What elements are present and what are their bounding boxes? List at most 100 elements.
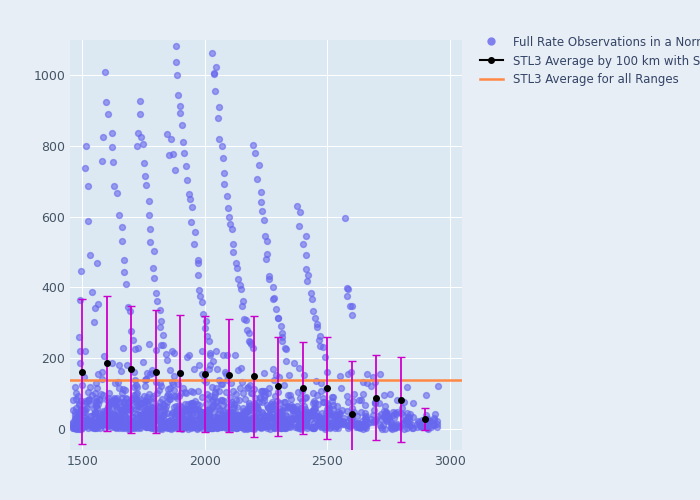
Full Rate Observations in a Normal Point xyxy=(273,373,284,381)
Full Rate Observations in a Normal Point xyxy=(125,422,136,430)
Full Rate Observations in a Normal Point xyxy=(208,424,219,432)
Full Rate Observations in a Normal Point xyxy=(305,290,316,298)
Full Rate Observations in a Normal Point xyxy=(212,114,223,122)
Full Rate Observations in a Normal Point xyxy=(153,410,164,418)
Full Rate Observations in a Normal Point xyxy=(231,424,242,432)
Full Rate Observations in a Normal Point xyxy=(242,416,253,424)
Full Rate Observations in a Normal Point xyxy=(270,422,281,430)
Full Rate Observations in a Normal Point xyxy=(307,410,318,418)
Full Rate Observations in a Normal Point xyxy=(234,414,245,422)
Full Rate Observations in a Normal Point xyxy=(94,396,106,404)
Full Rate Observations in a Normal Point xyxy=(202,394,214,402)
Full Rate Observations in a Normal Point xyxy=(177,407,188,415)
Full Rate Observations in a Normal Point xyxy=(210,384,221,392)
Full Rate Observations in a Normal Point xyxy=(173,411,184,419)
Full Rate Observations in a Normal Point xyxy=(213,414,224,422)
Full Rate Observations in a Normal Point xyxy=(235,418,246,426)
Full Rate Observations in a Normal Point xyxy=(256,208,267,216)
Full Rate Observations in a Normal Point xyxy=(332,424,344,432)
Full Rate Observations in a Normal Point xyxy=(188,422,199,430)
Full Rate Observations in a Normal Point xyxy=(374,370,386,378)
Full Rate Observations in a Normal Point xyxy=(106,420,117,428)
Full Rate Observations in a Normal Point xyxy=(243,399,254,407)
Full Rate Observations in a Normal Point xyxy=(331,419,342,427)
Full Rate Observations in a Normal Point xyxy=(158,424,169,432)
Full Rate Observations in a Normal Point xyxy=(231,396,242,404)
Full Rate Observations in a Normal Point xyxy=(102,410,113,418)
Full Rate Observations in a Normal Point xyxy=(194,361,205,369)
Full Rate Observations in a Normal Point xyxy=(155,341,167,349)
Full Rate Observations in a Normal Point xyxy=(90,408,101,416)
Full Rate Observations in a Normal Point xyxy=(254,392,265,400)
Full Rate Observations in a Normal Point xyxy=(150,346,162,354)
Full Rate Observations in a Normal Point xyxy=(321,385,332,393)
Full Rate Observations in a Normal Point xyxy=(421,418,433,426)
Full Rate Observations in a Normal Point xyxy=(181,419,192,427)
Full Rate Observations in a Normal Point xyxy=(234,419,246,427)
Full Rate Observations in a Normal Point xyxy=(106,419,118,427)
Full Rate Observations in a Normal Point xyxy=(144,422,155,430)
Full Rate Observations in a Normal Point xyxy=(130,398,141,406)
Full Rate Observations in a Normal Point xyxy=(295,407,307,415)
Full Rate Observations in a Normal Point xyxy=(141,416,153,424)
Full Rate Observations in a Normal Point xyxy=(167,378,178,386)
Full Rate Observations in a Normal Point xyxy=(76,416,88,424)
Full Rate Observations in a Normal Point xyxy=(116,390,127,398)
Full Rate Observations in a Normal Point xyxy=(269,424,280,432)
Full Rate Observations in a Normal Point xyxy=(170,418,181,426)
Full Rate Observations in a Normal Point xyxy=(246,417,258,425)
Full Rate Observations in a Normal Point xyxy=(429,410,440,418)
Full Rate Observations in a Normal Point xyxy=(281,416,293,424)
Full Rate Observations in a Normal Point xyxy=(139,420,150,428)
Full Rate Observations in a Normal Point xyxy=(131,410,142,418)
Full Rate Observations in a Normal Point xyxy=(179,400,190,408)
Full Rate Observations in a Normal Point xyxy=(204,422,216,430)
Full Rate Observations in a Normal Point xyxy=(84,420,95,428)
Full Rate Observations in a Normal Point xyxy=(161,421,172,429)
Full Rate Observations in a Normal Point xyxy=(90,394,101,402)
Full Rate Observations in a Normal Point xyxy=(148,264,159,272)
Full Rate Observations in a Normal Point xyxy=(161,409,172,417)
Full Rate Observations in a Normal Point xyxy=(356,396,367,404)
Full Rate Observations in a Normal Point xyxy=(249,394,260,402)
Full Rate Observations in a Normal Point xyxy=(248,424,260,432)
Full Rate Observations in a Normal Point xyxy=(379,406,390,414)
Full Rate Observations in a Normal Point xyxy=(111,394,122,402)
Full Rate Observations in a Normal Point xyxy=(365,418,377,426)
Full Rate Observations in a Normal Point xyxy=(239,420,250,428)
Full Rate Observations in a Normal Point xyxy=(245,424,256,432)
Full Rate Observations in a Normal Point xyxy=(308,404,319,412)
Full Rate Observations in a Normal Point xyxy=(401,382,412,390)
Full Rate Observations in a Normal Point xyxy=(253,418,265,426)
Full Rate Observations in a Normal Point xyxy=(276,334,288,342)
Full Rate Observations in a Normal Point xyxy=(154,306,165,314)
Full Rate Observations in a Normal Point xyxy=(360,424,371,432)
Full Rate Observations in a Normal Point xyxy=(107,142,118,150)
Full Rate Observations in a Normal Point xyxy=(262,424,273,432)
Full Rate Observations in a Normal Point xyxy=(248,404,260,412)
Full Rate Observations in a Normal Point xyxy=(81,414,92,422)
Full Rate Observations in a Normal Point xyxy=(164,366,176,374)
Full Rate Observations in a Normal Point xyxy=(106,423,117,431)
Full Rate Observations in a Normal Point xyxy=(132,383,143,391)
Full Rate Observations in a Normal Point xyxy=(193,422,204,430)
Full Rate Observations in a Normal Point xyxy=(311,413,322,421)
Full Rate Observations in a Normal Point xyxy=(201,414,212,422)
Full Rate Observations in a Normal Point xyxy=(274,418,285,426)
Full Rate Observations in a Normal Point xyxy=(282,422,293,430)
Full Rate Observations in a Normal Point xyxy=(162,423,174,431)
Full Rate Observations in a Normal Point xyxy=(276,322,287,330)
Full Rate Observations in a Normal Point xyxy=(346,302,358,310)
Full Rate Observations in a Normal Point xyxy=(251,420,262,428)
Full Rate Observations in a Normal Point xyxy=(382,412,393,420)
Full Rate Observations in a Normal Point xyxy=(326,394,337,402)
Full Rate Observations in a Normal Point xyxy=(134,110,146,118)
Full Rate Observations in a Normal Point xyxy=(206,424,218,432)
Full Rate Observations in a Normal Point xyxy=(237,302,248,310)
Full Rate Observations in a Normal Point xyxy=(245,420,256,428)
Full Rate Observations in a Normal Point xyxy=(302,420,313,428)
Full Rate Observations in a Normal Point xyxy=(125,418,136,426)
Full Rate Observations in a Normal Point xyxy=(216,380,227,388)
Full Rate Observations in a Normal Point xyxy=(129,345,140,353)
Full Rate Observations in a Normal Point xyxy=(195,412,206,420)
